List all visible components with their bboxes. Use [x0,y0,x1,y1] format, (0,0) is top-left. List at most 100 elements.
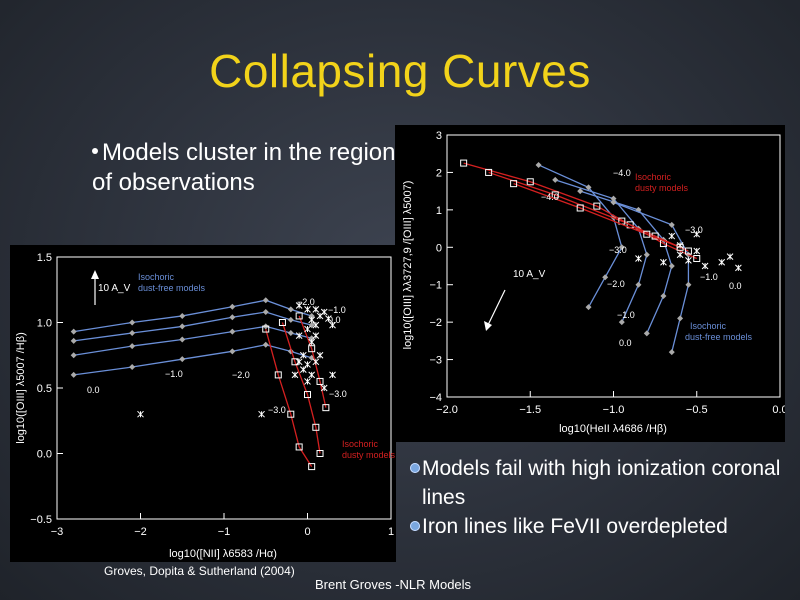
model-curve [73,299,312,333]
model-point [262,309,269,316]
y-tick-label: 0.5 [37,383,52,395]
model-point [635,281,642,288]
observation-point [329,371,336,379]
reddening-arrow: 10 A_V [484,269,546,331]
dust-free-label: Isochoric [138,272,175,282]
model-point [526,178,534,186]
y-tick-label: −0.5 [30,514,52,526]
model-point [308,345,316,353]
model-point [602,274,609,281]
figure-credit: Groves, Dopita & Sutherland (2004) [104,564,295,578]
observation-point [685,257,692,264]
model-point [295,443,303,451]
model-point [287,410,295,418]
model-point [316,450,324,457]
heii-diagram-svg: −2.0 −1.5 −1.0 −0.5 0.0 −4 −3 −2 −1 0 1 2 3 log10(H… [402,130,788,435]
label-m1-right: −1.0 [700,272,718,282]
label-m2-mid: −2.0 [232,370,250,380]
observation-point [316,312,324,320]
model-point [287,348,294,355]
model-point [693,255,701,263]
model-curve [281,322,321,454]
observation-point [312,358,320,366]
label-0: 0.0 [87,385,100,395]
bullet-dot [410,521,420,531]
model-point [551,191,559,199]
model-point [287,329,294,336]
dusty-label: Isochoric [342,439,379,449]
reddening-arrow: 10 A_V [91,270,131,305]
model-point [316,377,324,385]
arrow-label: 10 A_V [98,283,131,294]
dusty-label-2: dusty models [342,450,396,460]
model-curve [613,201,690,353]
label-0: 0.0 [619,338,632,348]
model-point [287,316,294,323]
model-point [262,325,270,333]
bullet-dot [92,148,98,154]
model-point [535,161,542,168]
observation-point [329,321,336,329]
x-axis-label: log10(HeII λ4686 /Hβ) [559,423,667,435]
y-tick-label: 1.5 [37,252,52,264]
model-point [618,319,625,326]
x-tick-label: 0.0 [772,404,785,416]
bullet-item: Iron lines like FeVII overdepleted [408,512,798,541]
model-point [668,221,675,228]
model-point [287,306,294,313]
bullet-item: Models fail with high ionization coronal… [408,454,798,512]
model-point [660,292,667,299]
observation-point [291,371,299,379]
x-tick-label: −0.5 [686,404,708,416]
label-m1: −1.0 [165,369,183,379]
model-point [585,184,592,191]
label-m3-right: −3.0 [329,389,347,399]
y-tick-label: −2 [429,317,442,329]
plot-frame [56,256,392,520]
observation-point [320,384,328,392]
model-point [684,247,692,255]
observation-point [299,351,307,359]
model-curve [580,190,673,334]
observation-point [316,351,324,359]
observation-point [304,378,311,385]
x-axis-label: log10([NII] λ6583 /Hα) [169,548,277,560]
model-curve [538,164,623,308]
dust-free-label-2: dust-free models [685,332,753,342]
model-point [460,159,468,167]
x-tick-label: −1 [218,526,231,538]
model-point [308,463,316,471]
observation-point [304,306,311,313]
observation-point [635,255,642,262]
model-point [593,202,601,210]
x-tick-label: −2 [134,526,147,538]
observation-point [295,358,303,366]
model-point [274,371,282,379]
arrow-label: 10 A_V [513,269,546,280]
model-point [129,329,136,336]
label-m3-b: −3.0 [609,245,627,255]
x-tick-label: −3 [51,526,64,538]
y-tick-label: 2 [436,167,442,179]
model-point [129,364,136,371]
model-point [576,204,584,212]
observation-point [676,242,684,249]
model-point [635,206,642,213]
model-point [610,199,617,206]
observation-point [304,361,311,368]
x-tick-label: 0 [304,526,310,538]
model-point [552,176,559,183]
model-point [308,312,315,319]
bullet-dot [410,463,420,473]
label-m3-a: −3.0 [685,225,703,235]
y-tick-label: 0.0 [37,449,52,461]
observation-point [299,366,307,374]
model-point [179,323,186,330]
x-tick-label: −1.5 [519,404,541,416]
observation-point [312,321,320,329]
bullet-text: Iron lines like FeVII overdepleted [422,515,728,538]
model-point [229,328,236,335]
observation-point [718,258,726,266]
model-point [585,304,592,311]
model-curve [513,183,681,248]
